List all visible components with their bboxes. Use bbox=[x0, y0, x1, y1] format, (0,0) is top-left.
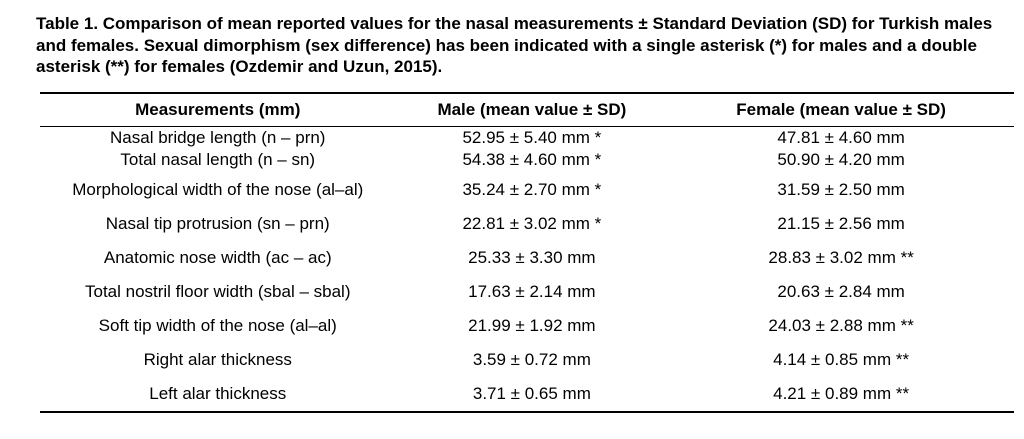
measurements-table: Measurements (mm) Male (mean value ± SD)… bbox=[40, 92, 1014, 413]
table-row: Anatomic nose width (ac – ac) 25.33 ± 3.… bbox=[40, 241, 1014, 275]
table-row: Total nostril floor width (sbal – sbal) … bbox=[40, 275, 1014, 309]
male-value-cell: 54.38 ± 4.60 mm * bbox=[462, 149, 602, 169]
table-row: Morphological width of the nose (al–al) … bbox=[40, 171, 1014, 207]
female-value-cell: 47.81 ± 4.60 mm bbox=[777, 127, 905, 147]
table-row: Left alar thickness 3.71 ± 0.65 mm 4.21 … bbox=[40, 377, 1014, 412]
measurement-cell: Left alar thickness bbox=[149, 383, 287, 403]
measurement-cell: Morphological width of the nose (al–al) bbox=[72, 179, 364, 199]
female-value-cell: 4.21 ± 0.89 mm ** bbox=[773, 383, 910, 403]
table-row: Right alar thickness 3.59 ± 0.72 mm 4.14… bbox=[40, 343, 1014, 377]
male-value-cell: 52.95 ± 5.40 mm * bbox=[462, 127, 602, 147]
measurement-cell: Total nasal length (n – sn) bbox=[120, 149, 316, 169]
column-header-male: Male (mean value ± SD) bbox=[437, 99, 627, 119]
male-value-cell: 17.63 ± 2.14 mm bbox=[468, 281, 596, 301]
table-row: Nasal tip protrusion (sn – prn) 22.81 ± … bbox=[40, 207, 1014, 241]
table-row: Total nasal length (n – sn) 54.38 ± 4.60… bbox=[40, 149, 1014, 171]
measurement-cell: Total nostril floor width (sbal – sbal) bbox=[84, 281, 351, 301]
female-value-cell: 20.63 ± 2.84 mm bbox=[777, 281, 905, 301]
male-value-cell: 22.81 ± 3.02 mm * bbox=[462, 213, 602, 233]
measurement-cell: Soft tip width of the nose (al–al) bbox=[98, 315, 337, 335]
female-value-cell: 50.90 ± 4.20 mm bbox=[777, 149, 905, 169]
male-value-cell: 35.24 ± 2.70 mm * bbox=[462, 179, 602, 199]
measurement-cell: Anatomic nose width (ac – ac) bbox=[103, 247, 332, 267]
table-row: Soft tip width of the nose (al–al) 21.99… bbox=[40, 309, 1014, 343]
male-value-cell: 3.59 ± 0.72 mm bbox=[472, 349, 591, 369]
female-value-cell: 31.59 ± 2.50 mm bbox=[777, 179, 905, 199]
table-header: Measurements (mm) Male (mean value ± SD)… bbox=[40, 92, 1014, 126]
header-row: Measurements (mm) Male (mean value ± SD)… bbox=[40, 92, 1014, 126]
female-value-cell: 4.14 ± 0.85 mm ** bbox=[773, 349, 910, 369]
measurement-cell: Right alar thickness bbox=[143, 349, 292, 369]
measurement-cell: Nasal bridge length (n – prn) bbox=[110, 127, 326, 147]
male-value-cell: 21.99 ± 1.92 mm bbox=[468, 315, 596, 335]
female-value-cell: 24.03 ± 2.88 mm ** bbox=[768, 315, 914, 335]
male-value-cell: 3.71 ± 0.65 mm bbox=[472, 383, 591, 403]
female-value-cell: 28.83 ± 3.02 mm ** bbox=[768, 247, 914, 267]
table-row: Nasal bridge length (n – prn) 52.95 ± 5.… bbox=[40, 126, 1014, 149]
female-value-cell: 21.15 ± 2.56 mm bbox=[777, 213, 905, 233]
measurement-cell: Nasal tip protrusion (sn – prn) bbox=[105, 213, 330, 233]
table-caption: Table 1. Comparison of mean reported val… bbox=[36, 14, 993, 76]
male-value-cell: 25.33 ± 3.30 mm bbox=[468, 247, 596, 267]
column-header-female: Female (mean value ± SD) bbox=[736, 99, 946, 119]
table-body: Nasal bridge length (n – prn) 52.95 ± 5.… bbox=[40, 126, 1014, 412]
column-header-measurements: Measurements (mm) bbox=[135, 99, 301, 119]
